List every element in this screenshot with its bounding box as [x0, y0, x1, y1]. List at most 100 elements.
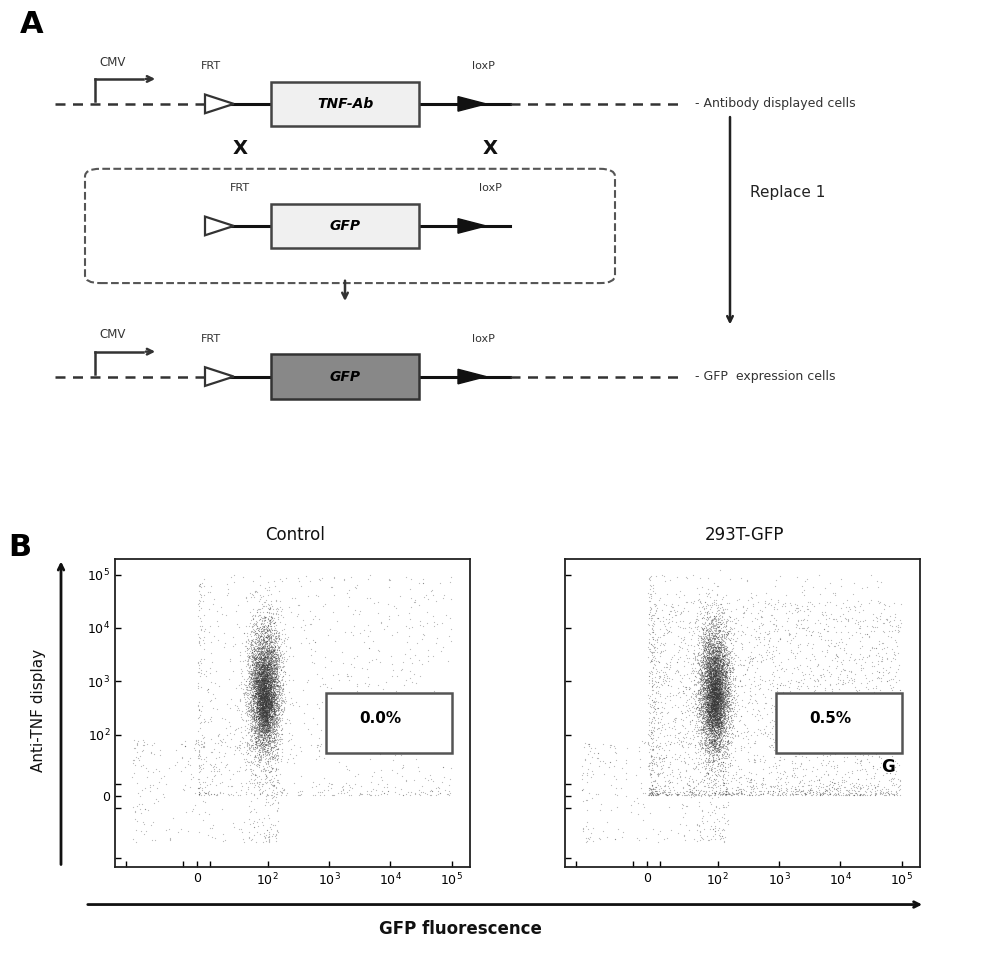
Point — [711, 785, 727, 801]
Point — [866, 729, 882, 745]
Point — [705, 755, 721, 770]
Point — [709, 678, 725, 694]
Point — [715, 659, 731, 674]
Point — [229, 763, 245, 779]
Point — [711, 692, 727, 708]
Point — [251, 665, 267, 681]
Point — [246, 622, 262, 638]
Point — [140, 802, 156, 817]
Point — [714, 674, 730, 690]
Point — [711, 694, 727, 710]
Point — [269, 689, 285, 705]
Point — [848, 612, 864, 627]
Point — [184, 804, 200, 819]
Point — [871, 670, 887, 686]
Point — [252, 719, 268, 735]
Point — [709, 702, 725, 717]
Point — [252, 684, 268, 700]
Point — [712, 768, 728, 784]
Point — [790, 693, 806, 709]
Point — [709, 689, 725, 705]
Point — [644, 692, 660, 708]
Point — [708, 662, 724, 677]
Point — [709, 705, 725, 720]
Point — [254, 702, 270, 717]
Point — [713, 697, 729, 712]
Point — [259, 604, 275, 619]
Point — [260, 670, 276, 686]
Point — [710, 640, 726, 656]
Point — [271, 631, 287, 647]
Point — [701, 705, 717, 720]
Point — [258, 621, 274, 637]
Point — [705, 678, 721, 694]
Point — [737, 626, 753, 642]
Point — [675, 678, 691, 694]
Point — [249, 664, 265, 680]
Point — [424, 582, 440, 598]
Point — [269, 670, 285, 686]
Point — [713, 661, 729, 676]
Point — [869, 761, 885, 777]
Point — [826, 638, 842, 654]
Point — [245, 697, 261, 712]
Point — [240, 663, 256, 679]
Point — [261, 656, 277, 671]
Point — [259, 711, 275, 727]
Point — [264, 678, 280, 694]
Point — [239, 656, 255, 671]
Point — [293, 767, 309, 783]
Point — [268, 767, 284, 783]
Point — [641, 758, 657, 773]
Point — [715, 614, 731, 630]
Point — [704, 692, 720, 708]
Point — [253, 723, 269, 739]
Point — [255, 710, 271, 726]
Point — [274, 686, 290, 702]
Point — [262, 681, 278, 697]
Point — [810, 694, 826, 710]
Point — [257, 648, 273, 663]
Point — [262, 670, 278, 686]
Point — [249, 648, 265, 663]
Point — [802, 594, 818, 610]
Point — [771, 645, 787, 661]
Point — [865, 619, 881, 635]
Point — [683, 656, 699, 671]
Point — [706, 787, 722, 803]
Point — [708, 668, 724, 684]
Point — [700, 651, 716, 666]
Point — [259, 685, 275, 701]
Point — [267, 632, 283, 648]
Point — [256, 828, 272, 844]
Point — [840, 787, 856, 803]
Point — [879, 784, 895, 800]
Point — [642, 728, 658, 744]
Point — [694, 653, 710, 668]
Point — [711, 657, 727, 672]
Point — [363, 787, 379, 803]
Point — [717, 701, 733, 716]
Point — [271, 668, 287, 684]
Point — [689, 652, 705, 667]
Point — [675, 729, 691, 745]
Point — [673, 734, 689, 750]
Point — [709, 710, 725, 725]
Point — [698, 701, 714, 716]
Point — [260, 693, 276, 709]
Point — [651, 654, 667, 669]
Point — [703, 760, 719, 776]
Point — [247, 724, 263, 740]
Point — [852, 787, 868, 803]
Point — [702, 682, 718, 698]
Point — [717, 708, 733, 723]
Point — [266, 663, 282, 679]
Point — [763, 682, 779, 698]
Point — [705, 710, 721, 726]
Point — [422, 783, 438, 799]
Point — [708, 700, 724, 715]
Point — [581, 739, 597, 755]
Point — [255, 662, 271, 677]
Point — [279, 651, 295, 666]
Point — [262, 673, 278, 689]
